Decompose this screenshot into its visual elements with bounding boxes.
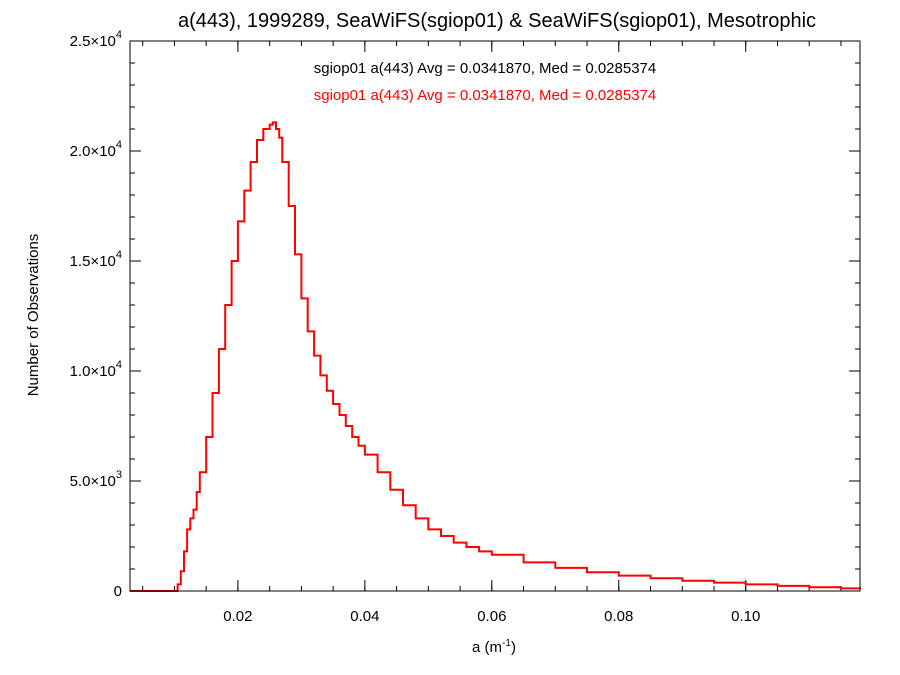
legend-entry-red: sgiop01 a(443) Avg = 0.0341870, Med = 0.… <box>314 87 657 104</box>
x-tick-label: 0.04 <box>350 608 379 625</box>
x-tick-label: 0.08 <box>604 608 633 625</box>
plot-frame <box>129 40 861 592</box>
series-layer <box>130 121 861 592</box>
x-tick-label: 0.02 <box>223 608 252 625</box>
chart-title: a(443), 1999289, SeaWiFS(sgiop01) & SeaW… <box>178 10 816 32</box>
y-tick-label: 2.0×104 <box>70 139 122 160</box>
y-tick-label: 0 <box>114 583 122 600</box>
axis-ticks <box>130 40 860 592</box>
legend-entry-black: sgiop01 a(443) Avg = 0.0341870, Med = 0.… <box>314 60 657 77</box>
y-tick-label: 2.5×104 <box>70 29 122 50</box>
x-tick-label: 0.06 <box>477 608 506 625</box>
tick-labels: 0.02 0.04 0.06 0.08 0.10 0 5.0×103 1.0×104 1.5×1… <box>70 29 761 625</box>
histogram-series-0 <box>130 121 861 592</box>
x-tick-label: 0.10 <box>731 608 760 625</box>
y-tick-label: 5.0×103 <box>70 469 122 490</box>
y-axis-label: Number of Observations <box>25 234 42 397</box>
y-tick-label: 1.0×104 <box>70 359 122 380</box>
y-tick-label: 1.5×104 <box>70 249 122 270</box>
x-axis-label: a (m-1) <box>472 638 516 656</box>
